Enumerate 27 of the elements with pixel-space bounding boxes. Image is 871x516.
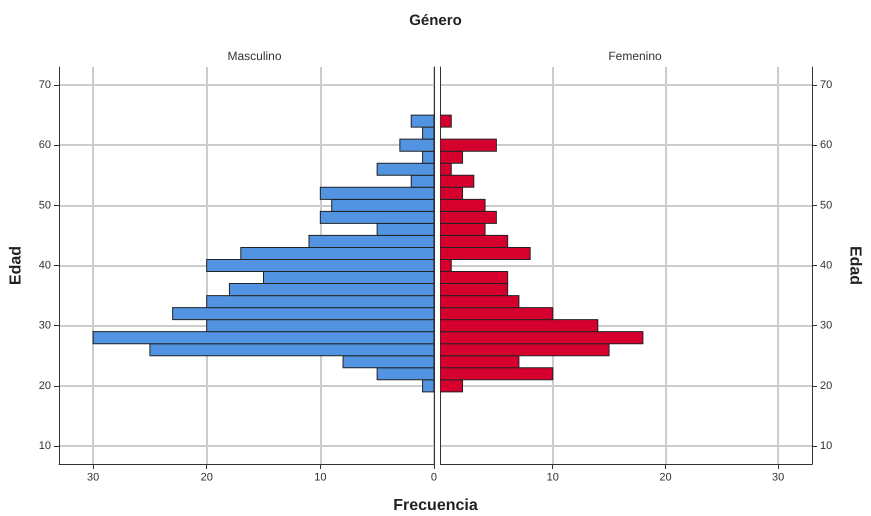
x-tick-label: 20 (200, 472, 213, 484)
y-tick-label: 40 (38, 260, 51, 272)
y-tick-label: 50 (38, 199, 51, 212)
x-tick-label: 10 (546, 472, 559, 484)
y-tick-label: 40 (820, 260, 832, 272)
y-tick-label: 30 (38, 320, 51, 332)
y-tick-label: 70 (820, 79, 832, 92)
x-tick-label: 30 (772, 472, 784, 484)
x-tick-label: 30 (86, 472, 100, 484)
y-tick-label: 50 (820, 199, 832, 212)
y-tick-label: 10 (38, 440, 51, 452)
y-tick-label: 20 (38, 380, 51, 392)
x-tick-label: 20 (659, 472, 672, 484)
y-axis-title: Edad (8, 246, 24, 286)
y-tick-label: 20 (820, 380, 832, 392)
x-tick-label: 10 (314, 472, 326, 484)
chart-title: Género (408, 12, 463, 29)
y-tick-label: 60 (38, 139, 51, 152)
y-axis-title: Edad (846, 246, 864, 286)
y-tick-label: 70 (38, 79, 51, 92)
y-tick-label: 30 (820, 320, 832, 332)
chart-subtitle: Femenino (608, 49, 662, 63)
y-tick-label: 10 (820, 440, 832, 452)
x-axis-title: Frecuencia (392, 497, 479, 515)
x-tick-label: 0 (430, 472, 438, 484)
y-tick-label: 60 (820, 139, 832, 152)
chart-subtitle: Masculino (227, 49, 282, 63)
